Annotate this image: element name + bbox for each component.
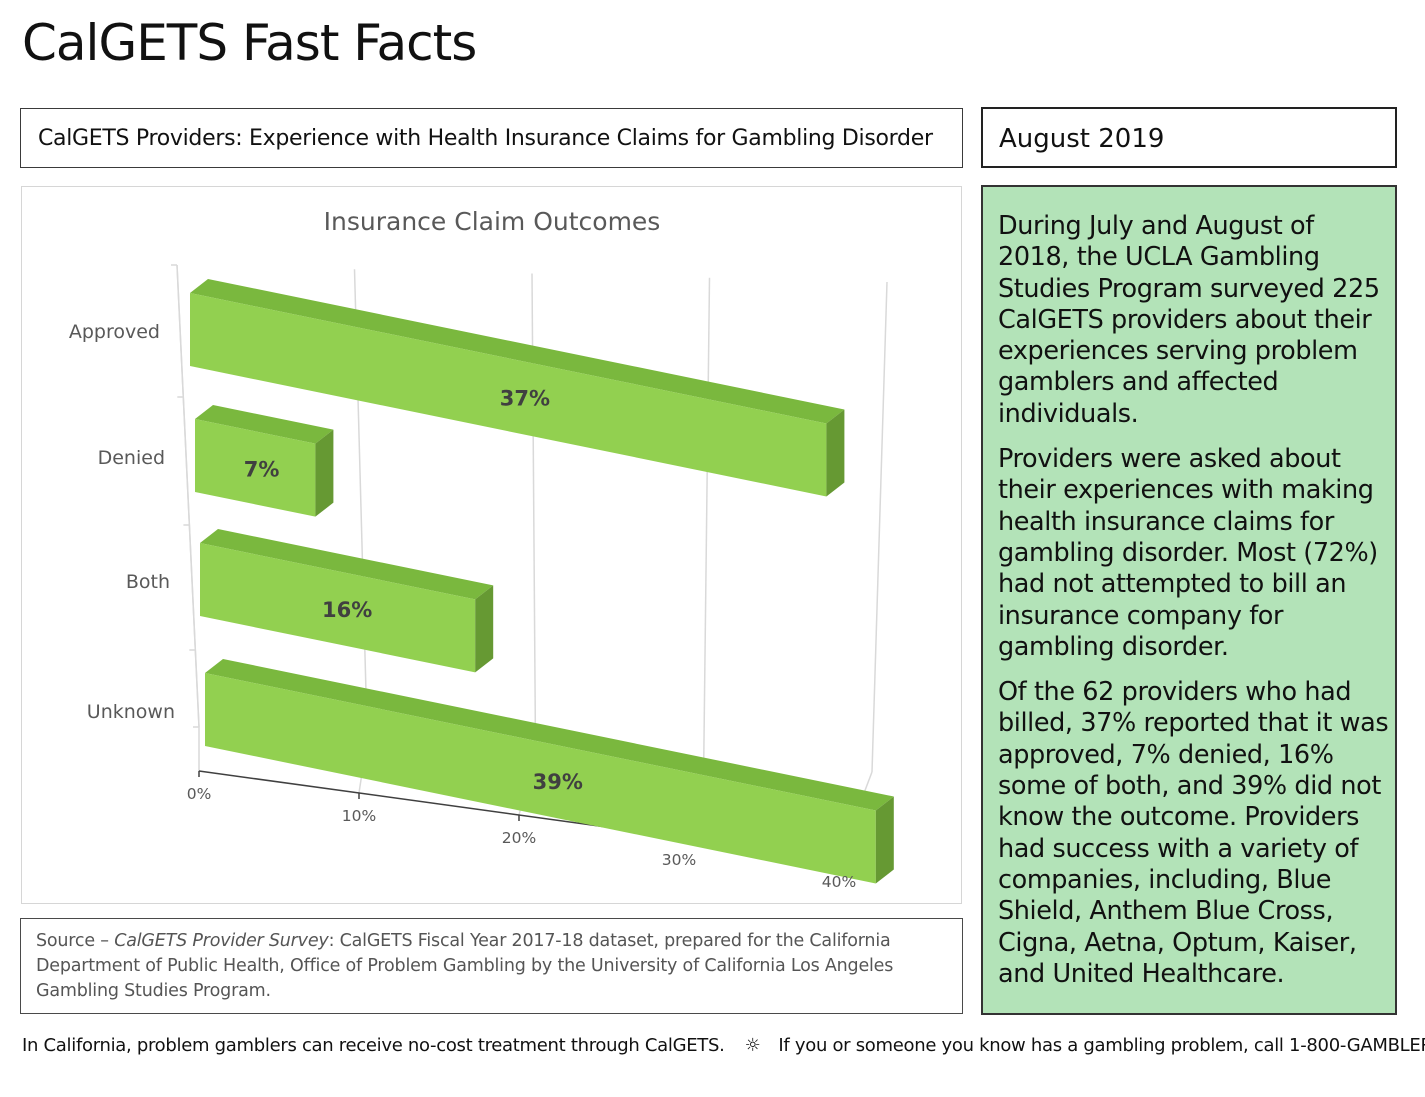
chart-title: Insurance Claim Outcomes — [324, 207, 661, 236]
gridline-vertical — [871, 281, 888, 773]
category-label: Approved — [69, 321, 160, 343]
gridline-vertical — [703, 277, 711, 761]
bar — [195, 419, 316, 517]
bar-top-face — [195, 405, 334, 444]
tick-labels: 0% 10% 20% 30% 40% — [187, 785, 857, 891]
bar-side-face — [475, 585, 494, 673]
bar-top-face — [205, 659, 894, 811]
chart-bars: 37% 7% 16% 39% — [190, 279, 894, 884]
info-panel: During July and August of 2018, the UCLA… — [981, 185, 1397, 1015]
category-label: Both — [126, 571, 170, 593]
bar — [200, 543, 476, 673]
bar-top-face — [200, 529, 494, 600]
subtitle-box: CalGETS Providers: Experience with Healt… — [20, 108, 963, 168]
source-box: Source – CalGETS Provider Survey: CalGET… — [20, 918, 963, 1014]
chart-container: Insurance Claim Outcomes 37% 7% 16% 39% App… — [21, 186, 962, 904]
tick-label: 20% — [502, 829, 536, 847]
bar-top-face — [190, 279, 845, 424]
date-box: August 2019 — [981, 107, 1397, 168]
page-title: CalGETS Fast Facts — [22, 14, 477, 72]
gridline-vertical — [531, 273, 537, 750]
source-survey-name: CalGETS Provider Survey — [114, 931, 329, 951]
tick-label: 10% — [342, 807, 376, 825]
data-label: 37% — [500, 386, 550, 410]
footer: In California, problem gamblers can rece… — [22, 1035, 1425, 1056]
bar-side-face — [875, 796, 894, 884]
info-paragraph-2: Providers were asked about their experie… — [998, 444, 1378, 662]
tick-label: 40% — [822, 873, 856, 891]
category-label: Denied — [98, 447, 165, 469]
data-label: 39% — [533, 770, 583, 794]
category-labels: Approved Denied Both Unknown — [69, 321, 175, 723]
footer-left-text: In California, problem gamblers can rece… — [22, 1035, 725, 1056]
tick-label: 0% — [187, 785, 212, 803]
source-body: : CalGETS Fiscal Year 2017-18 dataset, p… — [36, 931, 894, 1001]
info-paragraph-3: Of the 62 providers who had billed, 37% … — [998, 677, 1389, 989]
info-paragraph-1: During July and August of 2018, the UCLA… — [998, 211, 1380, 429]
subtitle-text: CalGETS Providers: Experience with Healt… — [38, 126, 933, 151]
bar-side-face — [826, 409, 845, 497]
tick-label: 30% — [662, 851, 696, 869]
bar — [190, 293, 827, 497]
bar-side-face — [315, 429, 334, 517]
data-label: 16% — [322, 598, 372, 622]
bar-chart: Insurance Claim Outcomes 37% 7% 16% 39% App… — [69, 207, 894, 891]
date-text: August 2019 — [999, 124, 1165, 154]
footer-right-text: If you or someone you know has a gamblin… — [778, 1035, 1425, 1056]
bar — [205, 673, 876, 884]
source-text: Source – CalGETS Provider Survey: CalGET… — [36, 929, 936, 1004]
data-label: 7% — [244, 457, 280, 481]
sun-icon: ☼ — [744, 1035, 761, 1056]
source-prefix: Source – — [36, 931, 115, 951]
category-label: Unknown — [87, 701, 175, 723]
